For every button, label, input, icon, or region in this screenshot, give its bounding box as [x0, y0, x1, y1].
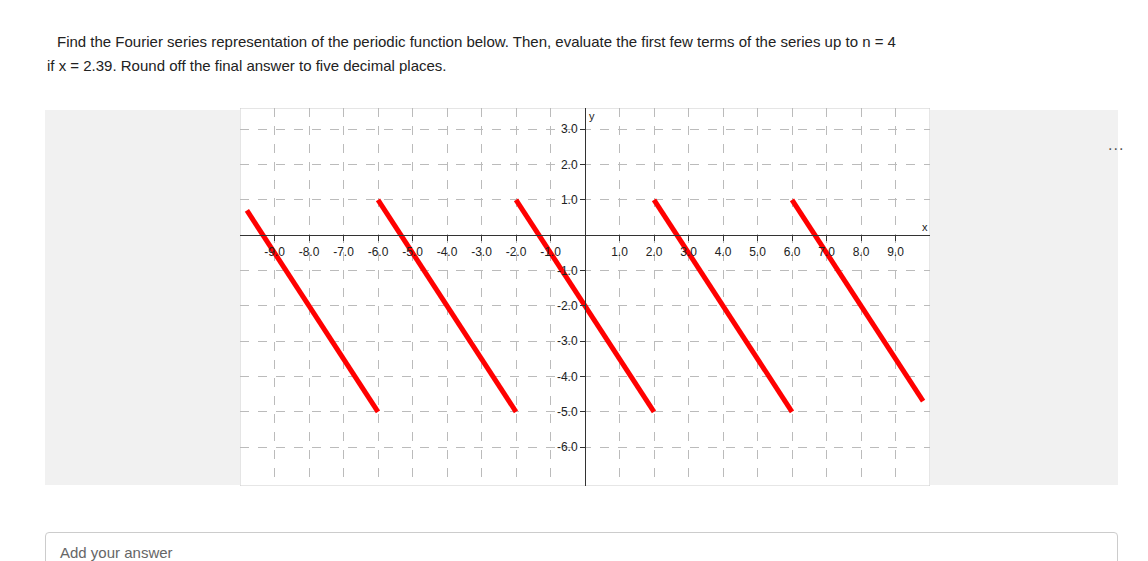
svg-text:9.0: 9.0: [887, 245, 904, 259]
svg-text:-6.0: -6.0: [557, 440, 578, 454]
html-text:Add your answer: Add your answer: [60, 544, 173, 561]
svg-text:-5.0: -5.0: [402, 245, 423, 259]
svg-text:6.0: 6.0: [784, 245, 801, 259]
svg-text:2.0: 2.0: [646, 245, 663, 259]
svg-text:-2.0: -2.0: [506, 245, 527, 259]
html-text:Find the Fourier series repres: Find the Fourier series representation o…: [57, 33, 896, 50]
svg-text:y: y: [589, 110, 595, 122]
svg-text:-5.0: -5.0: [557, 405, 578, 419]
svg-text:-7.0: -7.0: [333, 245, 354, 259]
svg-text:2.0: 2.0: [561, 158, 578, 172]
svg-text:-9.0: -9.0: [264, 245, 285, 259]
svg-text:3.0: 3.0: [680, 245, 697, 259]
svg-text:-6.0: -6.0: [368, 245, 389, 259]
svg-text:1.0: 1.0: [611, 245, 628, 259]
svg-text:-4.0: -4.0: [557, 370, 578, 384]
svg-text:-1.0: -1.0: [540, 245, 561, 259]
svg-text:-2.0: -2.0: [557, 299, 578, 313]
svg-text:1.0: 1.0: [561, 193, 578, 207]
svg-text:-8.0: -8.0: [299, 245, 320, 259]
svg-text:-1.0: -1.0: [557, 264, 578, 278]
svg-text:x: x: [922, 221, 928, 233]
svg-text:-3.0: -3.0: [557, 334, 578, 348]
svg-text:4.0: 4.0: [715, 245, 732, 259]
svg-text:-3.0: -3.0: [471, 245, 492, 259]
svg-text:7.0: 7.0: [818, 245, 835, 259]
svg-text:5.0: 5.0: [749, 245, 766, 259]
html-text:if x = 2.39. Round off the fin: if x = 2.39. Round off the final answer …: [47, 57, 447, 74]
svg-text:3.0: 3.0: [561, 122, 578, 136]
svg-text:8.0: 8.0: [853, 245, 870, 259]
svg-text:-4.0: -4.0: [437, 245, 458, 259]
